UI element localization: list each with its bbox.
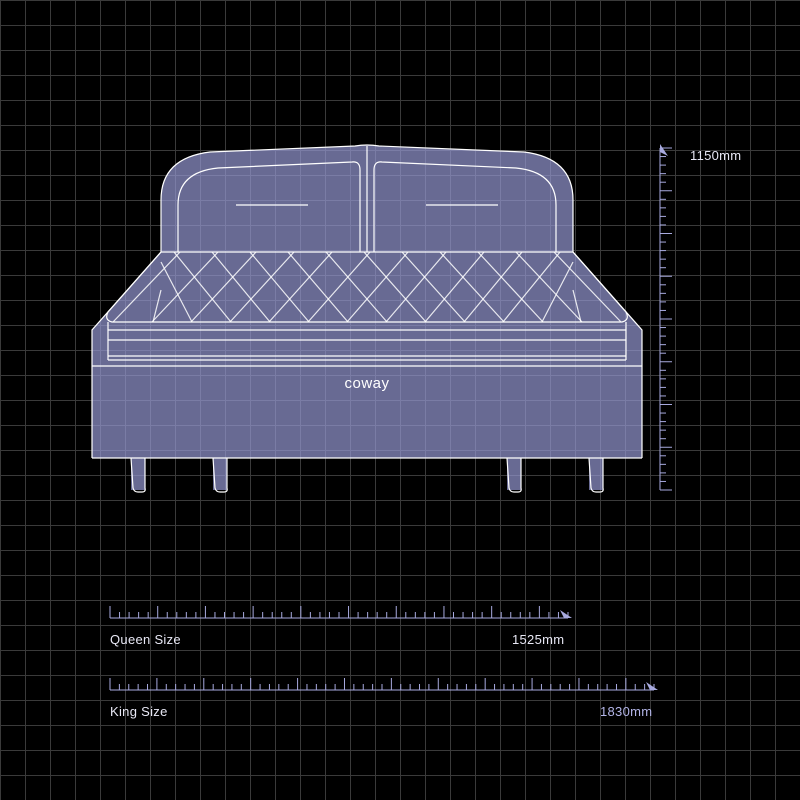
queen-size-label: Queen Size <box>110 632 181 647</box>
king-size-label: King Size <box>110 704 168 719</box>
king-ruler <box>110 678 658 690</box>
height-ruler <box>660 144 672 490</box>
queen-size-value: 1525mm <box>512 632 564 647</box>
bed-diagram <box>0 0 800 800</box>
king-size-value: 1830mm <box>600 704 652 719</box>
brand-label: coway <box>344 375 389 392</box>
height-label: 1150mm <box>690 148 741 163</box>
queen-ruler <box>110 606 572 618</box>
